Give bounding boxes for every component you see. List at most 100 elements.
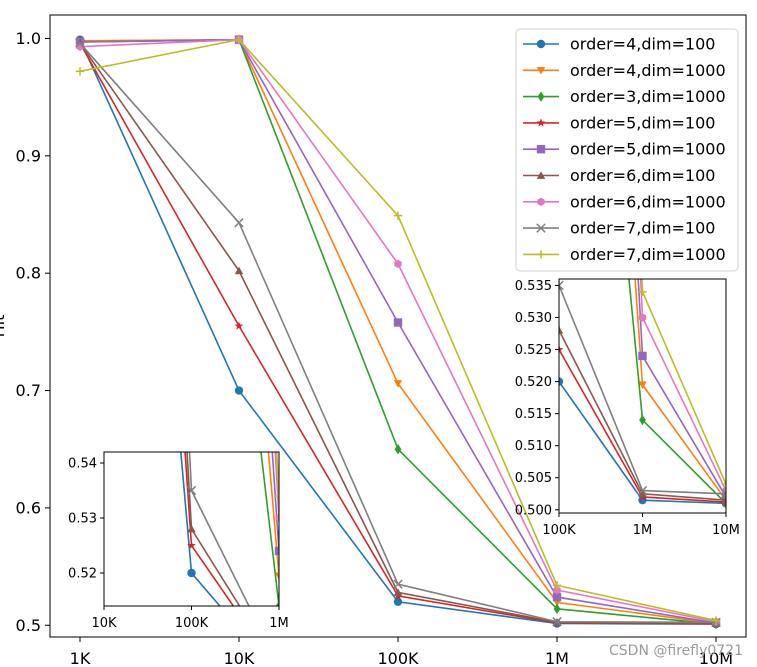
legend-label: order=7,dim=100 <box>570 219 715 238</box>
legend-label: order=7,dim=1000 <box>570 245 726 264</box>
data-point <box>234 217 244 228</box>
inset-x-tick-label: 1M <box>633 523 653 538</box>
series <box>271 452 279 556</box>
inset-y-tick-label: 0.505 <box>515 471 552 486</box>
inset-y-tick-label: 0.54 <box>68 457 97 472</box>
data-point <box>559 344 564 354</box>
data-point <box>552 617 562 627</box>
data-point <box>638 287 647 297</box>
data-point <box>536 250 546 259</box>
data-point <box>552 581 562 590</box>
series-line <box>639 279 726 491</box>
data-point <box>559 280 564 291</box>
data-point <box>638 495 647 505</box>
data-point <box>721 495 726 504</box>
inset-y-tick-label: 0.530 <box>515 311 552 326</box>
inset-y-tick-label: 0.52 <box>68 567 97 582</box>
legend-item: order=4,dim=1000 <box>523 61 726 80</box>
data-point <box>234 386 244 395</box>
data-point <box>721 492 726 502</box>
legend-label: order=4,dim=100 <box>570 35 715 54</box>
series <box>559 279 726 499</box>
legend-label: order=3,dim=1000 <box>570 87 726 106</box>
data-point <box>393 318 403 327</box>
data-point <box>721 479 726 489</box>
data-point <box>274 572 279 580</box>
data-point <box>186 485 197 496</box>
legend-item: order=7,dim=100 <box>523 219 715 238</box>
inset-y-tick-label: 0.535 <box>515 279 552 294</box>
data-point <box>275 600 279 606</box>
data-point <box>711 616 721 625</box>
data-point <box>393 588 403 596</box>
inset-y-tick-label: 0.520 <box>515 375 552 390</box>
inset-y-tick-label: 0.510 <box>515 439 552 454</box>
series-line <box>559 335 726 503</box>
data-point <box>393 380 403 388</box>
inset-y-tick-label: 0.500 <box>515 503 552 518</box>
data-point <box>552 592 562 602</box>
data-point <box>638 351 647 361</box>
legend-item: order=5,dim=1000 <box>523 140 726 159</box>
series <box>267 452 279 580</box>
data-point <box>559 326 564 334</box>
series-line <box>628 279 726 504</box>
inset-plot-area <box>559 279 726 509</box>
data-point <box>75 67 85 76</box>
data-point <box>393 579 403 589</box>
legend-label: order=5,dim=100 <box>570 113 715 132</box>
y-axis-label: Hit <box>0 315 8 338</box>
data-point <box>187 540 196 550</box>
data-point <box>75 38 85 48</box>
data-point <box>275 513 279 523</box>
data-point <box>536 223 546 233</box>
data-point <box>553 585 561 595</box>
series-line <box>634 279 726 501</box>
y-tick-label: 0.9 <box>16 146 41 165</box>
legend-item: order=6,dim=1000 <box>523 192 726 211</box>
data-point <box>394 259 402 268</box>
data-point <box>638 313 647 322</box>
legend: order=4,dim=100 order=4,dim=1000 order=3,d… <box>515 28 739 272</box>
inset-x-tick-label: 10K <box>91 616 117 631</box>
data-point <box>234 35 244 44</box>
series <box>75 35 721 625</box>
legend-label: order=6,dim=1000 <box>570 192 726 211</box>
series <box>260 452 279 606</box>
legend-box <box>515 28 739 272</box>
series <box>186 452 250 606</box>
data-point <box>638 381 647 389</box>
series <box>638 279 726 489</box>
legend-item: order=5,dim=100 <box>523 113 715 132</box>
series <box>274 452 279 523</box>
data-point <box>553 603 561 615</box>
series <box>75 38 721 628</box>
data-point <box>394 443 402 455</box>
inset-x-tick-label: 100K <box>542 523 576 538</box>
inset-plot-area <box>180 452 279 606</box>
x-tick-label: 1M <box>545 649 569 667</box>
data-point <box>537 197 545 206</box>
y-tick-label: 0.6 <box>16 498 41 517</box>
legend-item: order=7,dim=1000 <box>523 245 726 264</box>
series-line <box>637 279 726 498</box>
inset-x-tick-label: 100K <box>175 616 209 631</box>
data-point <box>536 145 546 154</box>
series-line <box>559 313 726 501</box>
series-line <box>559 370 726 505</box>
data-point <box>187 524 196 533</box>
inset-x-tick-label: 1M <box>269 616 289 631</box>
data-point <box>637 485 648 496</box>
legend-label: order=4,dim=1000 <box>570 61 726 80</box>
legend-item: order=6,dim=100 <box>523 166 715 185</box>
inset-y-tick-label: 0.515 <box>515 407 552 422</box>
inset-zoom-left: 10K 100K 1M 0.52 0.53 0.54 <box>68 451 289 631</box>
series-line <box>641 279 726 485</box>
legend-label: order=5,dim=1000 <box>570 140 726 159</box>
y-tick-label: 0.8 <box>16 264 41 283</box>
x-tick-label: 10M <box>699 649 733 667</box>
data-point <box>721 489 726 499</box>
data-point <box>187 568 196 578</box>
series <box>274 452 279 501</box>
